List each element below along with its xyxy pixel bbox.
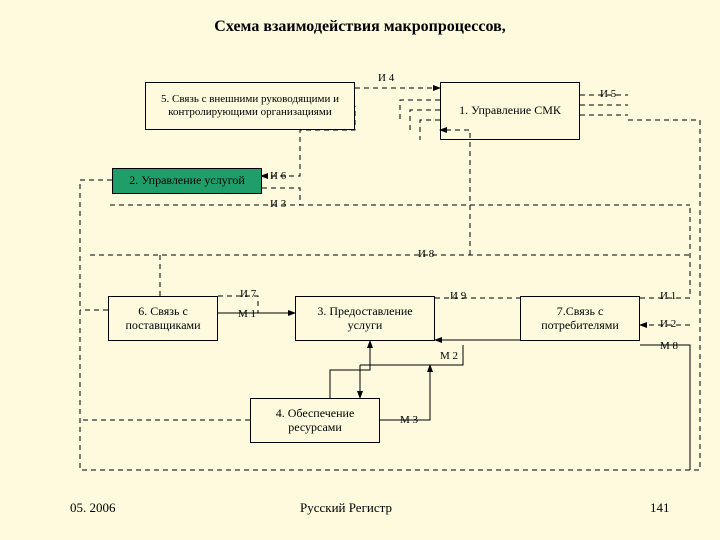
edge-label-i6: И 6 [270,170,286,182]
node-label: 5. Связь с внешними руководящими и контр… [150,93,350,118]
edge-label-m2: М 2 [440,350,458,362]
footer-page: 141 [650,500,670,516]
edge-label-m1: М 1 [238,308,256,320]
node-consumers: 7.Связь с потребителями [520,296,640,341]
node-external-orgs: 5. Связь с внешними руководящими и контр… [145,82,355,130]
footer-org: Русский Регистр [300,500,392,516]
node-label: 1. Управление СМК [459,104,561,118]
edge-label-i8: И 8 [418,248,434,260]
node-label: 2. Управление услугой [129,174,245,188]
edge-label-m8: М 8 [660,340,678,352]
edge-label-i2: И 2 [660,318,676,330]
node-label: 3. Предоставление услуги [300,305,430,333]
edge-label-i1: И 1 [660,290,676,302]
node-label: 7.Связь с потребителями [525,305,635,333]
node-service-management: 2. Управление услугой [112,168,262,194]
footer-date: 05. 2006 [70,500,116,516]
edge-label-i3: И 3 [270,198,286,210]
edge-label-i4: И 4 [378,72,394,84]
diagram-canvas: Схема взаимодействия макропроцессов, 5. … [0,0,720,540]
node-label: 6. Связь с поставщиками [113,305,213,333]
node-label: 4. Обеспечение ресурсами [255,407,375,435]
edge-label-i7: И 7 [240,288,256,300]
edge-layer [0,0,720,540]
diagram-title: Схема взаимодействия макропроцессов, [150,18,570,36]
node-resources: 4. Обеспечение ресурсами [250,398,380,443]
node-service-provision: 3. Предоставление услуги [295,296,435,341]
edge-label-m3: М 3 [400,414,418,426]
edge-label-i5: И 5 [600,88,616,100]
edge-label-i9: И 9 [450,290,466,302]
node-smk-management: 1. Управление СМК [440,82,580,140]
node-suppliers: 6. Связь с поставщиками [108,296,218,341]
